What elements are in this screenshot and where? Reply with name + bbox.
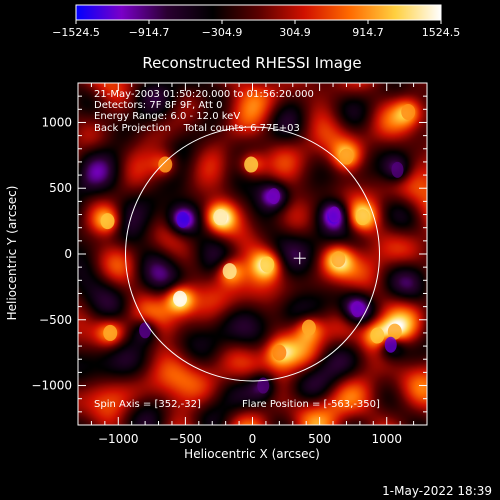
info-line-detectors: Detectors: 7F 8F 9F, Att 0: [94, 100, 222, 111]
dim-source: [257, 377, 270, 394]
dim-source: [267, 188, 280, 205]
bright-source: [301, 319, 316, 336]
bright-source: [331, 251, 346, 268]
bright-source: [355, 209, 370, 226]
plot-area: [78, 83, 427, 425]
spin-axis-marker: [293, 252, 306, 265]
colorbar-tick-label: 1524.5: [422, 26, 461, 39]
info-line-method: Back Projection Total counts: 6.77E+03: [94, 123, 300, 134]
dim-source: [391, 161, 404, 178]
timestamp: 1-May-2022 18:39: [382, 484, 492, 498]
x-axis-label: Heliocentric X (arcsec): [184, 447, 320, 461]
info-line-energy: Energy Range: 6.0 - 12.0 keV: [94, 111, 240, 122]
colorbar-tick-label: −914.7: [129, 26, 170, 39]
bright-source: [339, 148, 354, 165]
y-tick-label: 500: [49, 181, 72, 195]
colorbar-tick-label: −304.9: [202, 26, 243, 39]
y-axis-label: Heliocentric Y (arcsec): [5, 186, 19, 321]
colorbar: [75, 4, 442, 21]
colorbar-ticks: −1524.5 −914.7 −304.9 304.9 914.7 1524.5: [52, 20, 460, 39]
bright-source: [103, 324, 118, 341]
colorbar-tick-label: 914.7: [352, 26, 384, 39]
x-tick-label: −500: [169, 432, 202, 446]
bright-source: [222, 263, 237, 280]
x-tick-label: 500: [308, 432, 331, 446]
y-tick-label: −1000: [31, 379, 72, 393]
spin-axis-label: Spin Axis = [352,-32]: [94, 399, 201, 410]
x-tick-label: −1000: [98, 432, 139, 446]
bright-source: [173, 290, 188, 307]
y-tick-label: 0: [64, 247, 72, 261]
colorbar-tick-label: −1524.5: [52, 26, 100, 39]
x-tick-label: 1000: [371, 432, 402, 446]
bright-source: [260, 256, 275, 273]
y-tick-label: −500: [39, 313, 72, 327]
flare-position-label: Flare Position = [-563,-350]: [242, 399, 380, 410]
info-line-time: 21-May-2003 01:50:20.000 to 01:56:20.000: [94, 89, 314, 100]
info-block: 21-May-2003 01:50:20.000 to 01:56:20.000…: [94, 89, 314, 134]
bright-source: [158, 156, 173, 173]
bright-sources: [100, 103, 416, 361]
y-axis-ticks: −1000 −500 0 500 1000: [31, 95, 427, 413]
x-tick-label: 0: [249, 432, 257, 446]
solar-disk-outline: [125, 126, 380, 382]
bright-source: [370, 327, 385, 344]
colorbar-tick-label: 304.9: [279, 26, 311, 39]
chart-title: Reconstructed RHESSI Image: [142, 54, 361, 72]
x-axis-ticks: −1000 −500 0 500 1000: [90, 83, 415, 446]
dim-source: [139, 322, 152, 339]
dim-source: [328, 206, 341, 223]
bright-source: [213, 209, 228, 226]
dim-source: [351, 301, 364, 318]
bright-source: [387, 323, 402, 340]
bright-source: [100, 213, 115, 230]
heatmap-image: [78, 83, 427, 425]
dim-source: [176, 211, 189, 228]
bright-source: [401, 103, 416, 120]
bright-source: [272, 344, 287, 361]
dim-source: [384, 336, 397, 353]
y-tick-label: 1000: [41, 115, 72, 129]
bright-source: [244, 156, 259, 173]
